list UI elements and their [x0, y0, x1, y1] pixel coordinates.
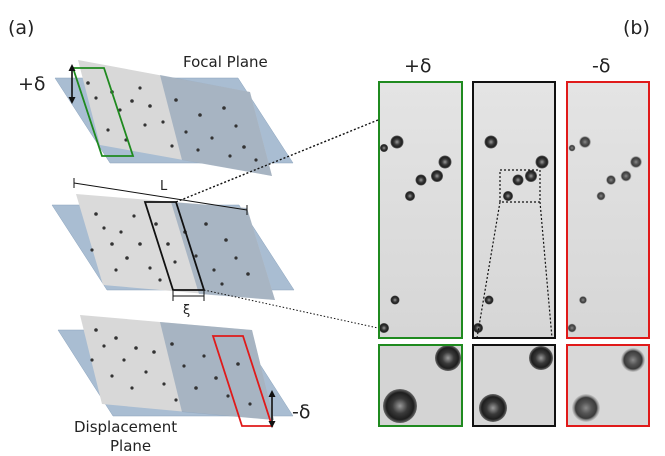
strip-focal [472, 81, 556, 339]
top-arrow-head-down [68, 97, 76, 104]
panel-label-a: (a) [8, 17, 34, 39]
connector-dotted-bottom [203, 289, 379, 329]
zoom-trapezoid-left [476, 201, 501, 339]
bottom-beads [90, 328, 252, 406]
displacement-plane-label-line1: Displacement [74, 418, 177, 436]
zoom-focal-frame [472, 344, 556, 427]
top-plus-delta: +δ [18, 73, 46, 95]
length-label: L [160, 179, 168, 194]
top-dark-overlay [160, 75, 272, 176]
zoom-plus-delta [378, 344, 463, 427]
bottom-plane-group: -δ Displacement Plane [57, 315, 310, 455]
displacement-plane-label-line2: Plane [110, 437, 151, 455]
strip-focal-frame [472, 81, 556, 339]
zoom-focal [472, 344, 556, 427]
strip-plus-delta-beads [379, 135, 452, 333]
middle-dark-overlay [171, 202, 275, 300]
strip-plus-delta-frame [378, 81, 463, 339]
top-plane-group: +δ Focal Plane [18, 53, 294, 176]
zoom-minus-delta [566, 344, 650, 427]
focal-plane-label: Focal Plane [183, 53, 268, 71]
header-minus-delta: -δ [592, 55, 610, 77]
length-dimension-line [73, 182, 248, 211]
header-plus-delta: +δ [404, 55, 432, 77]
bottom-minus-delta: -δ [292, 401, 310, 423]
bottom-arrow-head-down [268, 421, 276, 428]
strip-plus-delta [378, 81, 463, 339]
strip-minus-delta-frame [566, 81, 650, 339]
zoom-trapezoid-right [539, 201, 553, 339]
strip-minus-delta-beads [567, 136, 642, 333]
bottom-arrow-head-up [268, 390, 276, 397]
panel-label-b: (b) [623, 17, 650, 39]
strip-focal-zoom-box [499, 169, 541, 203]
strip-focal-beads [473, 135, 549, 333]
top-beads [86, 81, 258, 162]
zoom-plus-delta-frame [378, 344, 463, 427]
zoom-minus-delta-frame [566, 344, 650, 427]
connector-dotted-top [175, 119, 379, 203]
strip-minus-delta [566, 81, 650, 339]
xi-label: ξ [183, 303, 190, 318]
middle-plane-group: L ξ [51, 178, 295, 318]
top-arrow-head-up [68, 64, 76, 71]
top-green-window [71, 67, 135, 157]
